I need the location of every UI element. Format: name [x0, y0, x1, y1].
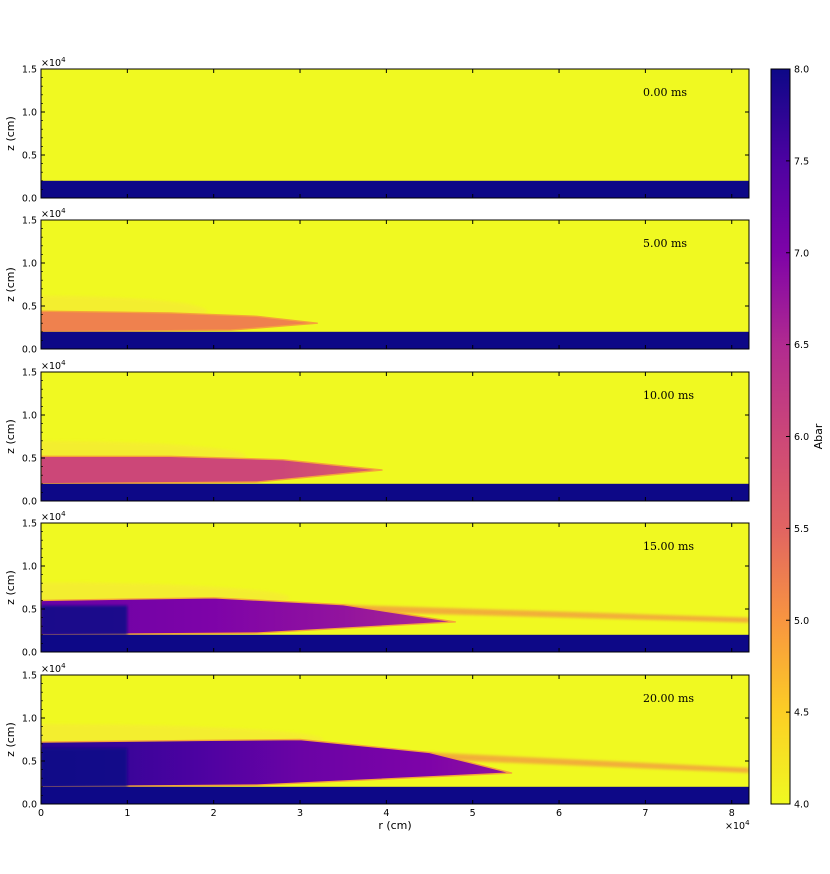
panel-frame [40, 674, 750, 805]
y-multiplier: ×104 [41, 207, 66, 220]
plume-core [41, 605, 128, 635]
time-label: 20.00 ms [643, 692, 694, 705]
y-tick-label: 1.5 [22, 671, 37, 682]
x-tick-label: 7 [642, 808, 648, 819]
panel-frame [40, 371, 750, 502]
plume-core [41, 748, 128, 787]
x-tick-label: 5 [470, 808, 476, 819]
x-tick-label: 1 [124, 808, 130, 819]
y-tick-label: 1.5 [22, 216, 37, 227]
y-tick-label: 1.0 [22, 259, 37, 270]
y-tick-label: 0.5 [22, 151, 37, 162]
x-tick-label: 8 [729, 808, 735, 819]
panel-2: 0.0 0.5 1.0 1.5 ×104 z (cm) 10.00 ms [4, 359, 750, 508]
y-tick-label: 1.5 [22, 65, 37, 76]
colorbar-tick-label: 5.0 [794, 616, 809, 627]
panel-frame [40, 219, 750, 350]
y-multiplier: ×104 [41, 510, 66, 523]
plume-region [41, 738, 513, 788]
y-tick-label: 0.0 [22, 800, 37, 811]
fringe-filament [343, 604, 749, 623]
colorbar: 4.0 4.5 5.0 5.5 6.0 6.5 7.0 7.5 8.0 Abar [770, 65, 825, 811]
colorbar-tick-label: 7.5 [794, 156, 809, 167]
x-multiplier: ×104 [725, 819, 750, 832]
y-tick-label: 0.5 [22, 757, 37, 768]
plume-region [41, 310, 318, 333]
panel-frame [40, 68, 750, 199]
x-axis: 0 1 2 3 4 5 6 7 8 r (cm) ×104 [38, 808, 750, 832]
y-axis-label: z (cm) [4, 116, 17, 151]
colorbar-tick-label: 6.5 [794, 340, 809, 351]
y-tick-label: 1.0 [22, 108, 37, 119]
colorbar-tick-label: 5.5 [794, 524, 809, 535]
y-axis-label: z (cm) [4, 267, 17, 302]
fringe-filament [429, 752, 749, 773]
y-tick-label: 1.0 [22, 714, 37, 725]
colorbar-tick-label: 4.0 [794, 800, 809, 811]
y-tick-label: 1.5 [22, 368, 37, 379]
y-tick-label: 0.5 [22, 454, 37, 465]
time-label: 5.00 ms [643, 237, 687, 250]
y-multiplier: ×104 [41, 359, 66, 372]
base-layer [41, 634, 749, 652]
y-tick-label: 0.0 [22, 497, 37, 508]
panel-background [41, 69, 749, 198]
colorbar-label: Abar [812, 423, 825, 449]
x-tick-label: 4 [383, 808, 389, 819]
x-tick-label: 0 [38, 808, 44, 819]
y-multiplier: ×104 [41, 56, 66, 69]
colorbar-tick-label: 6.0 [794, 432, 809, 443]
base-layer [41, 331, 749, 349]
y-tick-label: 1.0 [22, 562, 37, 573]
y-tick-label: 0.0 [22, 345, 37, 356]
panel-1: 0.0 0.5 1.0 1.5 ×104 z (cm) 5.00 ms [4, 207, 750, 356]
panel-frame [40, 522, 750, 653]
x-tick-label: 3 [297, 808, 303, 819]
y-axis-label: z (cm) [4, 570, 17, 605]
time-label: 0.00 ms [643, 86, 687, 99]
base-layer [41, 483, 749, 501]
y-axis-label: z (cm) [4, 419, 17, 454]
base-layer [41, 786, 749, 804]
plume-region [41, 597, 457, 636]
colorbar-tick-label: 8.0 [794, 65, 809, 76]
colorbar-tick-label: 4.5 [794, 708, 809, 719]
x-tick-label: 2 [211, 808, 217, 819]
y-tick-label: 0.0 [22, 194, 37, 205]
y-multiplier: ×104 [41, 662, 66, 675]
plume-region [41, 455, 383, 485]
time-label: 10.00 ms [643, 389, 694, 402]
time-label: 15.00 ms [643, 540, 694, 553]
x-axis-label: r (cm) [378, 819, 411, 832]
y-axis-label: z (cm) [4, 722, 17, 757]
panel-3: 0.0 0.5 1.0 1.5 ×104 z (cm) 15.00 ms [4, 510, 750, 659]
panel-0: 0.0 0.5 1.0 1.5 ×104 z (cm) 0.00 ms [4, 56, 750, 205]
y-tick-label: 0.0 [22, 648, 37, 659]
y-tick-label: 1.5 [22, 519, 37, 530]
base-layer [41, 180, 749, 198]
colorbar-tick-label: 7.0 [794, 248, 809, 259]
y-tick-label: 0.5 [22, 605, 37, 616]
x-tick-label: 6 [556, 808, 562, 819]
y-tick-label: 1.0 [22, 411, 37, 422]
y-tick-label: 0.5 [22, 302, 37, 313]
panel-4: 0.0 0.5 1.0 1.5 ×104 z (cm) 20.00 ms [4, 662, 750, 811]
panels-group: 0.0 0.5 1.0 1.5 ×104 z (cm) 0.00 ms 0.0 0.5 1.0 1.… [4, 56, 750, 811]
